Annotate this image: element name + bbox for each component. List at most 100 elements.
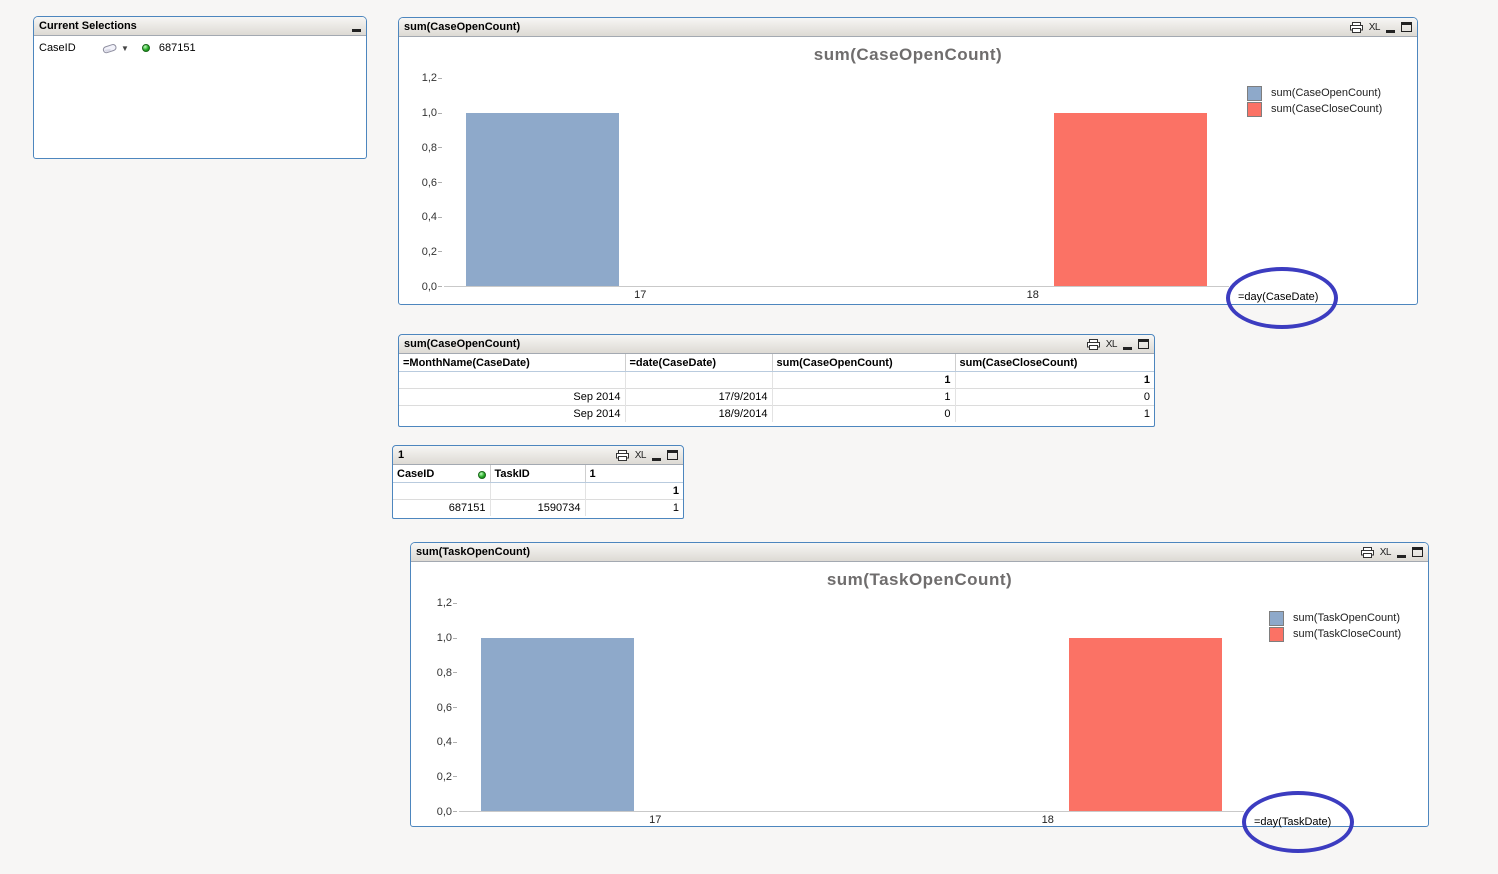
maximize-icon[interactable]: [1412, 547, 1423, 557]
legend: sum(CaseOpenCount) sum(CaseCloseCount): [1247, 85, 1382, 117]
legend-swatch: [1269, 610, 1284, 626]
maximize-icon[interactable]: [1138, 339, 1149, 349]
legend-entry: sum(CaseCloseCount): [1247, 101, 1382, 117]
y-tick-label: 0,4: [421, 211, 437, 224]
table-cell[interactable]: 0: [955, 387, 1154, 405]
export-excel-icon[interactable]: XL: [634, 449, 647, 461]
minimize-icon[interactable]: [1123, 346, 1132, 350]
maximize-icon[interactable]: [667, 450, 678, 460]
y-tick-mark: [453, 776, 457, 778]
table-cell[interactable]: 1590734: [490, 498, 586, 516]
table-cell[interactable]: 1: [955, 404, 1154, 422]
column-header[interactable]: 1: [585, 465, 683, 483]
y-tick-mark: [453, 603, 457, 604]
case-chart-caption[interactable]: sum(CaseOpenCount) XL: [399, 18, 1417, 37]
legend-label: sum(CaseCloseCount): [1271, 103, 1383, 115]
print-icon[interactable]: [615, 449, 629, 461]
current-selections-caption[interactable]: Current Selections: [34, 17, 366, 36]
minimize-icon[interactable]: [1397, 554, 1406, 558]
legend-label: sum(TaskOpenCount): [1293, 612, 1400, 624]
minimize-icon[interactable]: [1386, 29, 1395, 33]
y-tick-mark: [453, 637, 457, 639]
y-tick-label: 1,2: [421, 72, 437, 84]
print-icon[interactable]: [1360, 546, 1374, 558]
x-axis-expression-label: =day(CaseDate): [1238, 291, 1319, 303]
column-header-label: CaseID: [397, 467, 435, 480]
current-selections-title: Current Selections: [39, 20, 137, 32]
bar-sum(TaskOpenCount)-17[interactable]: [480, 637, 634, 811]
print-icon[interactable]: [1086, 338, 1100, 350]
x-axis-labels: 17 18: [444, 289, 1229, 303]
column-header[interactable]: sum(CaseCloseCount): [955, 354, 1154, 372]
y-tick-label: 0,8: [421, 141, 437, 154]
export-excel-icon[interactable]: XL: [1368, 21, 1381, 33]
x-tick-label: 18: [1041, 814, 1054, 826]
y-tick-label: 0,2: [436, 771, 452, 784]
totals-cell: [393, 482, 491, 499]
column-header[interactable]: =date(CaseDate): [625, 354, 773, 372]
plot-area: [453, 603, 1244, 812]
chart-title: sum(CaseOpenCount): [813, 45, 1003, 64]
minimize-icon[interactable]: [352, 28, 361, 32]
print-icon[interactable]: [1349, 21, 1363, 33]
table-cell[interactable]: Sep 2014: [399, 387, 626, 405]
export-excel-icon[interactable]: XL: [1105, 338, 1118, 350]
y-tick-mark: [438, 112, 442, 114]
bar-sum(CaseOpenCount)-17[interactable]: [465, 112, 619, 286]
case-table-window: sum(CaseOpenCount) XL =MonthName(CaseDat…: [398, 334, 1155, 427]
mini-table-caption[interactable]: 1 XL: [393, 446, 683, 465]
eraser-icon[interactable]: [101, 41, 119, 55]
selection-state-green-dot: [141, 44, 150, 52]
legend-entry: sum(TaskCloseCount): [1269, 626, 1401, 642]
y-tick-mark: [438, 251, 442, 253]
y-tick-mark: [453, 741, 457, 743]
legend-swatch: [1247, 85, 1262, 101]
y-tick-mark: [453, 672, 457, 674]
y-tick-label: 1,0: [436, 631, 452, 644]
bar-sum(CaseCloseCount)-18[interactable]: [1054, 112, 1208, 286]
legend-swatch: [1269, 626, 1284, 642]
case-table-caption[interactable]: sum(CaseOpenCount) XL: [399, 335, 1154, 354]
table-cell[interactable]: 1: [772, 387, 956, 405]
y-tick-label: 0,6: [421, 176, 437, 189]
column-header[interactable]: =MonthName(CaseDate): [399, 354, 626, 372]
table-cell[interactable]: 1: [585, 498, 683, 516]
table-row: Sep 2014 17/9/2014 1 0: [399, 387, 1154, 405]
y-tick-label: 0,8: [436, 666, 452, 679]
legend-entry: sum(CaseOpenCount): [1247, 85, 1382, 101]
y-tick-mark: [453, 811, 457, 812]
y-tick-label: 1,0: [421, 106, 437, 119]
table-cell[interactable]: 0: [772, 404, 956, 422]
column-header[interactable]: sum(CaseOpenCount): [772, 354, 956, 372]
table-cell[interactable]: Sep 2014: [399, 404, 626, 422]
x-tick-label: 18: [1026, 289, 1039, 301]
column-header[interactable]: CaseID: [393, 465, 491, 483]
column-header-label: =MonthName(CaseDate): [403, 356, 530, 369]
task-chart-caption[interactable]: sum(TaskOpenCount) XL: [411, 543, 1428, 562]
minimize-icon[interactable]: [652, 457, 661, 461]
task-chart-window: sum(TaskOpenCount) XL sum(TaskOpenCount)…: [410, 542, 1429, 853]
table-cell[interactable]: 687151: [393, 498, 491, 516]
column-header-label: sum(CaseOpenCount): [776, 356, 893, 369]
bar-sum(TaskCloseCount)-18[interactable]: [1069, 637, 1223, 811]
task-chart-window-title: sum(TaskOpenCount): [416, 546, 531, 558]
column-header[interactable]: TaskID: [490, 465, 586, 483]
table-cell[interactable]: 17/9/2014: [625, 387, 773, 405]
totals-cell: 1: [585, 482, 683, 499]
annotation-ellipse: [1226, 267, 1338, 329]
column-header-label: =date(CaseDate): [629, 356, 717, 369]
mini-table: CaseID TaskID 1 1 687151 1590734 1: [393, 465, 683, 516]
column-header-label: TaskID: [494, 467, 530, 480]
y-tick-label: 0,0: [436, 806, 452, 818]
y-tick-mark: [438, 216, 442, 218]
table-cell[interactable]: 18/9/2014: [625, 404, 773, 422]
y-tick-mark: [438, 182, 442, 183]
legend-label: sum(TaskCloseCount): [1293, 628, 1402, 640]
export-excel-icon[interactable]: XL: [1379, 546, 1392, 558]
y-tick-mark: [438, 78, 442, 79]
maximize-icon[interactable]: [1401, 22, 1412, 32]
case-chart-window-title: sum(CaseOpenCount): [404, 21, 521, 33]
chevron-down-icon[interactable]: ▼: [121, 43, 129, 53]
current-selection-row: CaseID ▼ 687151: [34, 36, 366, 55]
